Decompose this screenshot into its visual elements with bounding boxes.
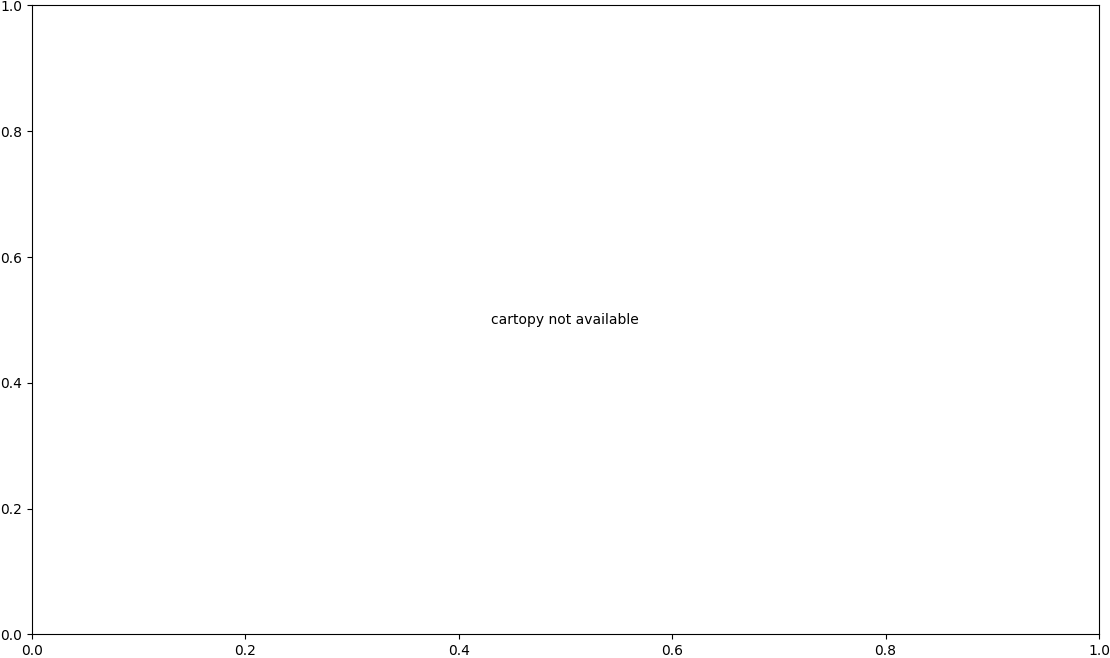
Text: cartopy not available: cartopy not available — [492, 313, 639, 327]
